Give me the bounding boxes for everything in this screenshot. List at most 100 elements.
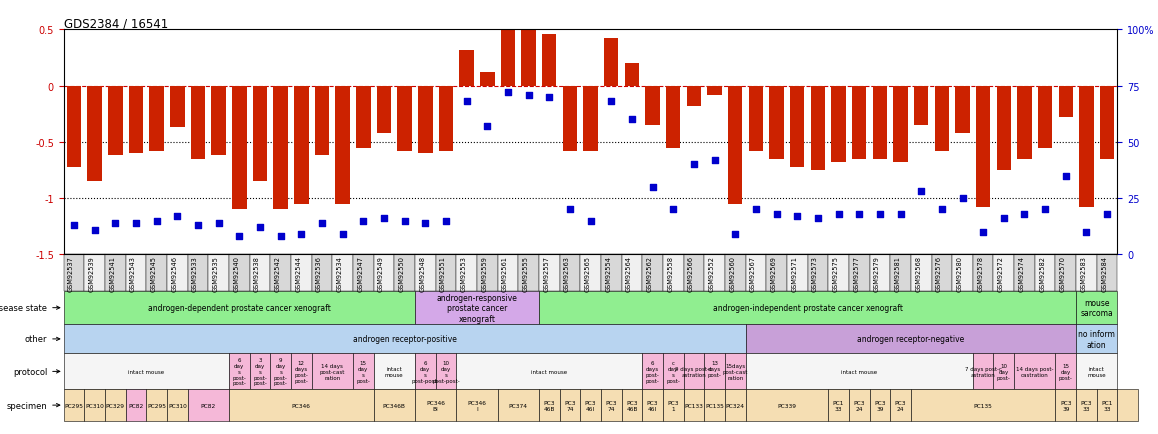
Bar [394, 255, 415, 291]
Bar [728, 86, 742, 204]
Bar [604, 39, 618, 86]
Bar [580, 389, 601, 421]
Bar [601, 255, 622, 291]
Text: GSM92571: GSM92571 [791, 255, 797, 291]
Point [334, 231, 352, 238]
Text: androgen-responsive
prostate cancer
xenograft: androgen-responsive prostate cancer xeno… [437, 293, 518, 323]
Bar [538, 291, 1076, 325]
Text: PC133: PC133 [684, 403, 703, 408]
Point [499, 90, 518, 97]
Text: 9
day
s
post-
post-: 9 day s post- post- [273, 358, 287, 385]
Point [808, 215, 827, 222]
Text: PC3
74: PC3 74 [564, 400, 576, 411]
Bar [270, 354, 291, 389]
Bar [146, 389, 167, 421]
Text: 10
day
post-: 10 day post- [997, 363, 1011, 380]
Bar [521, 30, 536, 86]
Bar [312, 255, 332, 291]
Bar [1076, 325, 1117, 354]
Text: 3
day
s
post-
post-: 3 day s post- post- [254, 358, 267, 385]
Bar [1079, 86, 1093, 207]
Point [189, 222, 207, 229]
Bar [415, 255, 435, 291]
Bar [704, 255, 725, 291]
Bar [64, 389, 85, 421]
Text: GSM92577: GSM92577 [853, 255, 859, 291]
Bar [542, 35, 557, 86]
Bar [746, 389, 828, 421]
Text: 10
day
s
post-post-: 10 day s post-post- [432, 360, 460, 383]
Bar [976, 86, 990, 207]
Bar [208, 255, 229, 291]
Bar [312, 354, 353, 389]
Text: GSM92558: GSM92558 [667, 255, 673, 291]
Text: 15days
post-cast
ration: 15days post-cast ration [723, 363, 748, 380]
Text: GDS2384 / 16541: GDS2384 / 16541 [64, 17, 168, 30]
Point [519, 92, 537, 99]
Text: PC135: PC135 [974, 403, 992, 408]
Bar [1076, 389, 1097, 421]
Bar [435, 354, 456, 389]
Bar [212, 86, 226, 156]
Bar [831, 86, 845, 163]
Bar [931, 255, 952, 291]
Text: GSM92561: GSM92561 [501, 255, 508, 291]
Point [787, 213, 806, 220]
Bar [708, 86, 721, 95]
Bar [67, 86, 81, 167]
Point [726, 231, 745, 238]
Bar [1055, 354, 1076, 389]
Bar [167, 389, 188, 421]
Text: GSM92579: GSM92579 [874, 255, 880, 291]
Bar [622, 255, 643, 291]
Bar [662, 389, 683, 421]
Bar [852, 86, 866, 159]
Bar [291, 255, 312, 291]
Text: PC3
39: PC3 39 [1060, 400, 1071, 411]
Text: PC3
39: PC3 39 [874, 400, 886, 411]
Point [953, 195, 972, 202]
Bar [911, 255, 931, 291]
Bar [456, 354, 643, 389]
Text: GSM92575: GSM92575 [833, 255, 838, 291]
Text: PC310: PC310 [86, 403, 104, 408]
Bar [149, 86, 164, 151]
Point [911, 188, 930, 195]
Text: GSM92539: GSM92539 [89, 255, 95, 291]
Text: intact
mouse: intact mouse [384, 366, 404, 377]
Point [829, 211, 848, 218]
Bar [64, 255, 85, 291]
Bar [683, 255, 704, 291]
Bar [746, 354, 973, 389]
Text: GSM92538: GSM92538 [254, 255, 261, 291]
Bar [376, 86, 391, 134]
Point [1077, 229, 1095, 236]
Bar [456, 389, 498, 421]
Text: GSM92564: GSM92564 [626, 255, 632, 291]
Bar [1117, 389, 1138, 421]
Text: 15
day
s
post-: 15 day s post- [357, 360, 371, 383]
Bar [232, 86, 247, 210]
Bar [229, 354, 250, 389]
Bar [538, 255, 559, 291]
Text: GSM92536: GSM92536 [316, 255, 322, 291]
Bar [643, 354, 662, 389]
Text: GSM92559: GSM92559 [482, 255, 488, 291]
Bar [170, 86, 184, 128]
Bar [374, 354, 415, 389]
Bar [994, 354, 1014, 389]
Text: GSM92580: GSM92580 [957, 255, 962, 291]
Text: GSM92565: GSM92565 [585, 255, 591, 291]
Bar [1097, 389, 1117, 421]
Bar [1076, 255, 1097, 291]
Bar [1014, 255, 1035, 291]
Text: protocol: protocol [13, 367, 60, 376]
Text: GSM92570: GSM92570 [1060, 255, 1065, 291]
Text: GSM92543: GSM92543 [130, 255, 135, 291]
Point [560, 207, 579, 214]
Point [540, 94, 558, 101]
Bar [1100, 86, 1114, 159]
Bar [88, 86, 102, 182]
Point [107, 220, 125, 227]
Bar [973, 354, 994, 389]
